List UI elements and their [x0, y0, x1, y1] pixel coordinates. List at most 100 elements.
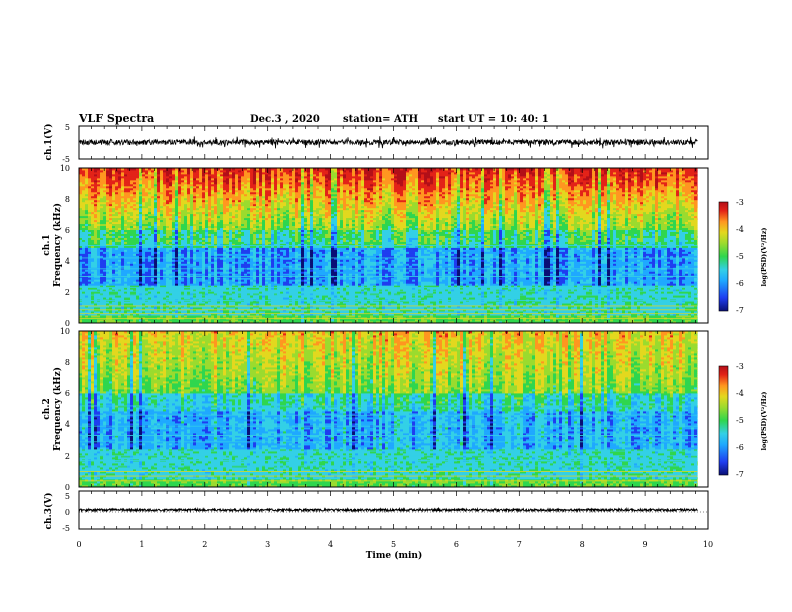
spectrogram-cell: [301, 313, 305, 316]
spectrogram-cell: [316, 309, 320, 312]
spectrogram-cell: [151, 303, 155, 306]
spectrogram-cell: [538, 301, 542, 304]
spectrogram-cell: [649, 301, 653, 304]
spectrogram-cell: [454, 307, 458, 310]
spectrogram-cell: [670, 321, 674, 324]
spectrogram-cell: [538, 315, 542, 318]
spectrogram-cell: [265, 315, 269, 318]
spectrogram-cell: [235, 297, 239, 300]
spectrogram-cell: [454, 321, 458, 324]
spectrogram-cell: [229, 297, 233, 300]
spectrogram-cell: [457, 321, 461, 324]
spectrogram-cell: [265, 311, 269, 314]
spectrogram-cell: [544, 297, 548, 300]
spectrogram-cell: [337, 303, 341, 306]
spectrogram-cell: [295, 311, 299, 314]
spectrogram-cell: [385, 321, 389, 324]
spectrogram-cell: [370, 321, 374, 324]
spectrogram-cell: [622, 297, 626, 300]
spectrogram-cell: [310, 313, 314, 316]
spectrogram-cell: [670, 301, 674, 304]
spectrogram-cell: [160, 311, 164, 314]
spectrogram-cell: [346, 301, 350, 304]
spectrogram-cell: [667, 303, 671, 306]
spectrogram-cell: [520, 307, 524, 310]
spectrogram-cell: [388, 301, 392, 304]
spectrogram-cell: [355, 321, 359, 324]
spectrogram-cell: [280, 313, 284, 316]
spectrogram-cell: [535, 311, 539, 314]
spectrogram-cell: [634, 315, 638, 318]
spectrogram-cell: [643, 307, 647, 310]
spectrogram-cell: [457, 301, 461, 304]
spectrogram-cell: [409, 321, 413, 324]
spectrogram-cell: [262, 319, 266, 322]
spectrogram-cell: [373, 315, 377, 318]
spectrogram-cell: [463, 319, 467, 322]
spectrogram-cell: [85, 303, 89, 306]
spectrogram-cell: [250, 315, 254, 318]
spectrogram-cell: [526, 303, 530, 306]
spectrogram-cell: [232, 307, 236, 310]
spectrogram-cell: [685, 315, 689, 318]
spectrogram-cell: [181, 313, 185, 316]
spectrogram-cell: [496, 303, 500, 306]
spectrogram-cell: [148, 295, 152, 298]
spectrogram-cell: [292, 303, 296, 306]
spectrogram-cell: [655, 311, 659, 314]
spectrogram-cell: [211, 311, 215, 314]
spectrogram-cell: [499, 297, 503, 300]
spectrogram-cell: [133, 297, 137, 300]
spectrogram-cell: [130, 295, 134, 298]
spectrogram-cell: [571, 297, 575, 300]
spectrogram-cell: [196, 321, 200, 324]
spectrogram-cell: [376, 319, 380, 322]
spectrogram-cell: [226, 297, 230, 300]
spectrogram-cell: [139, 307, 143, 310]
spectrogram-cell: [130, 303, 134, 306]
spectrogram-cell: [331, 303, 335, 306]
spectrogram-cell: [250, 319, 254, 322]
spectrogram-cell: [316, 297, 320, 300]
spectrogram-cell: [388, 321, 392, 324]
spectrogram-cell: [250, 295, 254, 298]
spectrogram-cell: [661, 309, 665, 312]
spectrogram-cell: [601, 311, 605, 314]
spectrogram-cell: [196, 307, 200, 310]
spectrogram-cell: [643, 303, 647, 306]
spectrogram-cell: [223, 309, 227, 312]
spectrogram-cell: [583, 321, 587, 324]
spectrogram-cell: [253, 297, 257, 300]
spectrogram-cell: [235, 311, 239, 314]
spectrogram-cell: [241, 297, 245, 300]
spectrogram-cell: [145, 295, 149, 298]
spectrogram-cell: [121, 303, 125, 306]
spectrogram-cell: [580, 319, 584, 322]
spectrogram-cell: [88, 315, 92, 318]
spectrogram-cell: [286, 301, 290, 304]
spectrogram-cell: [502, 321, 506, 324]
spectrogram-cell: [184, 321, 188, 324]
spectrogram-cell: [604, 307, 608, 310]
spectrogram-cell: [196, 295, 200, 298]
spectrogram-cell: [154, 309, 158, 312]
spectrogram-cell: [91, 321, 95, 324]
spectrogram-cell: [349, 321, 353, 324]
spectrogram-cell: [139, 321, 143, 324]
spectrogram-cell: [163, 311, 167, 314]
spectrogram-cell: [148, 315, 152, 318]
spectrogram-cell: [307, 309, 311, 312]
spectrogram-cell: [409, 303, 413, 306]
spectrogram-cell: [406, 321, 410, 324]
spectrogram-cell: [589, 311, 593, 314]
spectrogram-cell: [688, 321, 692, 324]
spectrogram-cell: [391, 309, 395, 312]
spectrogram-cell: [262, 303, 266, 306]
spectrogram-cell: [508, 313, 512, 316]
spectrogram-cell: [577, 303, 581, 306]
spectrogram-cell: [349, 307, 353, 310]
spectrogram-cell: [166, 295, 170, 298]
spectrogram-cell: [556, 315, 560, 318]
spectrogram-cell: [127, 313, 131, 316]
spectrogram-cell: [352, 311, 356, 314]
